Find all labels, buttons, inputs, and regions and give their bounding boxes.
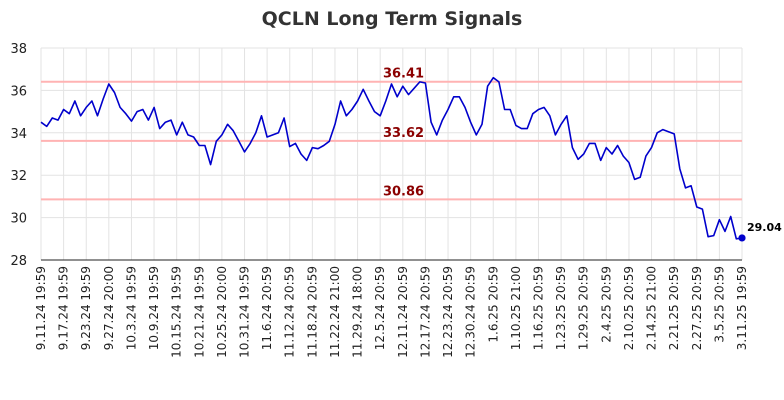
x-tick-label: 11.22.24 21:00 bbox=[328, 266, 342, 358]
level-label: 36.41 bbox=[383, 67, 424, 82]
x-tick-label: 1.23.25 20:59 bbox=[554, 266, 568, 350]
x-tick-label: 11.12.24 20:59 bbox=[283, 266, 297, 358]
y-tick-label: 30 bbox=[10, 212, 27, 227]
x-tick-label: 12.17.24 20:59 bbox=[418, 266, 432, 358]
y-tick-label: 32 bbox=[10, 169, 27, 184]
x-tick-label: 10.21.24 19:59 bbox=[192, 266, 206, 358]
x-axis-ticks: 9.11.24 19:59 9.17.24 19:59 9.23.24 19:59 9… bbox=[34, 266, 749, 358]
signal-levels: 36.41 33.62 30.86 bbox=[41, 67, 742, 201]
x-tick-label: 12.23.24 20:59 bbox=[441, 266, 455, 358]
x-tick-label: 9.23.24 19:59 bbox=[79, 266, 93, 350]
last-value: 29.04 bbox=[738, 221, 782, 242]
x-tick-label: 9.17.24 19:59 bbox=[57, 266, 71, 350]
level-label: 30.86 bbox=[383, 184, 424, 199]
series-line bbox=[40, 76, 743, 240]
price-line bbox=[40, 76, 743, 240]
x-tick-label: 2.4.25 20:59 bbox=[599, 266, 613, 343]
x-tick-label: 9.27.24 20:00 bbox=[102, 266, 116, 350]
grid bbox=[40, 47, 743, 261]
x-tick-label: 10.15.24 19:59 bbox=[170, 266, 184, 358]
y-tick-label: 38 bbox=[10, 42, 27, 57]
x-tick-label: 11.6.24 20:59 bbox=[260, 266, 274, 350]
x-tick-label: 10.3.24 19:59 bbox=[124, 266, 138, 350]
x-tick-label: 12.11.24 20:59 bbox=[396, 266, 410, 358]
x-tick-label: 2.21.25 20:59 bbox=[667, 266, 681, 350]
x-tick-label: 3.5.25 20:59 bbox=[712, 266, 726, 343]
x-tick-label: 12.30.24 20:59 bbox=[464, 266, 478, 358]
y-tick-label: 34 bbox=[10, 127, 27, 142]
x-tick-label: 11.18.24 20:59 bbox=[305, 266, 319, 358]
x-tick-label: 10.31.24 19:59 bbox=[238, 266, 252, 358]
y-tick-label: 36 bbox=[10, 84, 27, 99]
x-tick-label: 3.11.25 19:59 bbox=[735, 266, 749, 350]
level-label: 33.62 bbox=[383, 126, 424, 141]
x-tick-label: 10.9.24 19:59 bbox=[147, 266, 161, 350]
x-tick-label: 2.27.25 20:59 bbox=[690, 266, 704, 350]
x-tick-label: 12.5.24 20:59 bbox=[373, 266, 387, 350]
x-tick-label: 1.10.25 21:00 bbox=[509, 266, 523, 350]
last-point bbox=[738, 234, 746, 242]
x-tick-label: 1.6.25 20:59 bbox=[486, 266, 500, 343]
last-value-label: 29.04 bbox=[747, 221, 782, 234]
x-tick-label: 1.29.25 20:59 bbox=[577, 266, 591, 350]
x-tick-label: 9.11.24 19:59 bbox=[34, 266, 48, 350]
y-tick-label: 28 bbox=[10, 254, 27, 269]
x-tick-label: 11.29.24 18:00 bbox=[351, 266, 365, 358]
chart-title: QCLN Long Term Signals bbox=[262, 8, 523, 30]
x-tick-label: 2.10.25 20:59 bbox=[622, 266, 636, 350]
x-tick-label: 1.16.25 20:59 bbox=[531, 266, 545, 350]
x-tick-label: 10.25.24 20:00 bbox=[215, 266, 229, 358]
y-axis-ticks: 28 30 32 34 36 38 bbox=[10, 42, 27, 269]
x-tick-label: 2.14.25 21:00 bbox=[645, 266, 659, 350]
